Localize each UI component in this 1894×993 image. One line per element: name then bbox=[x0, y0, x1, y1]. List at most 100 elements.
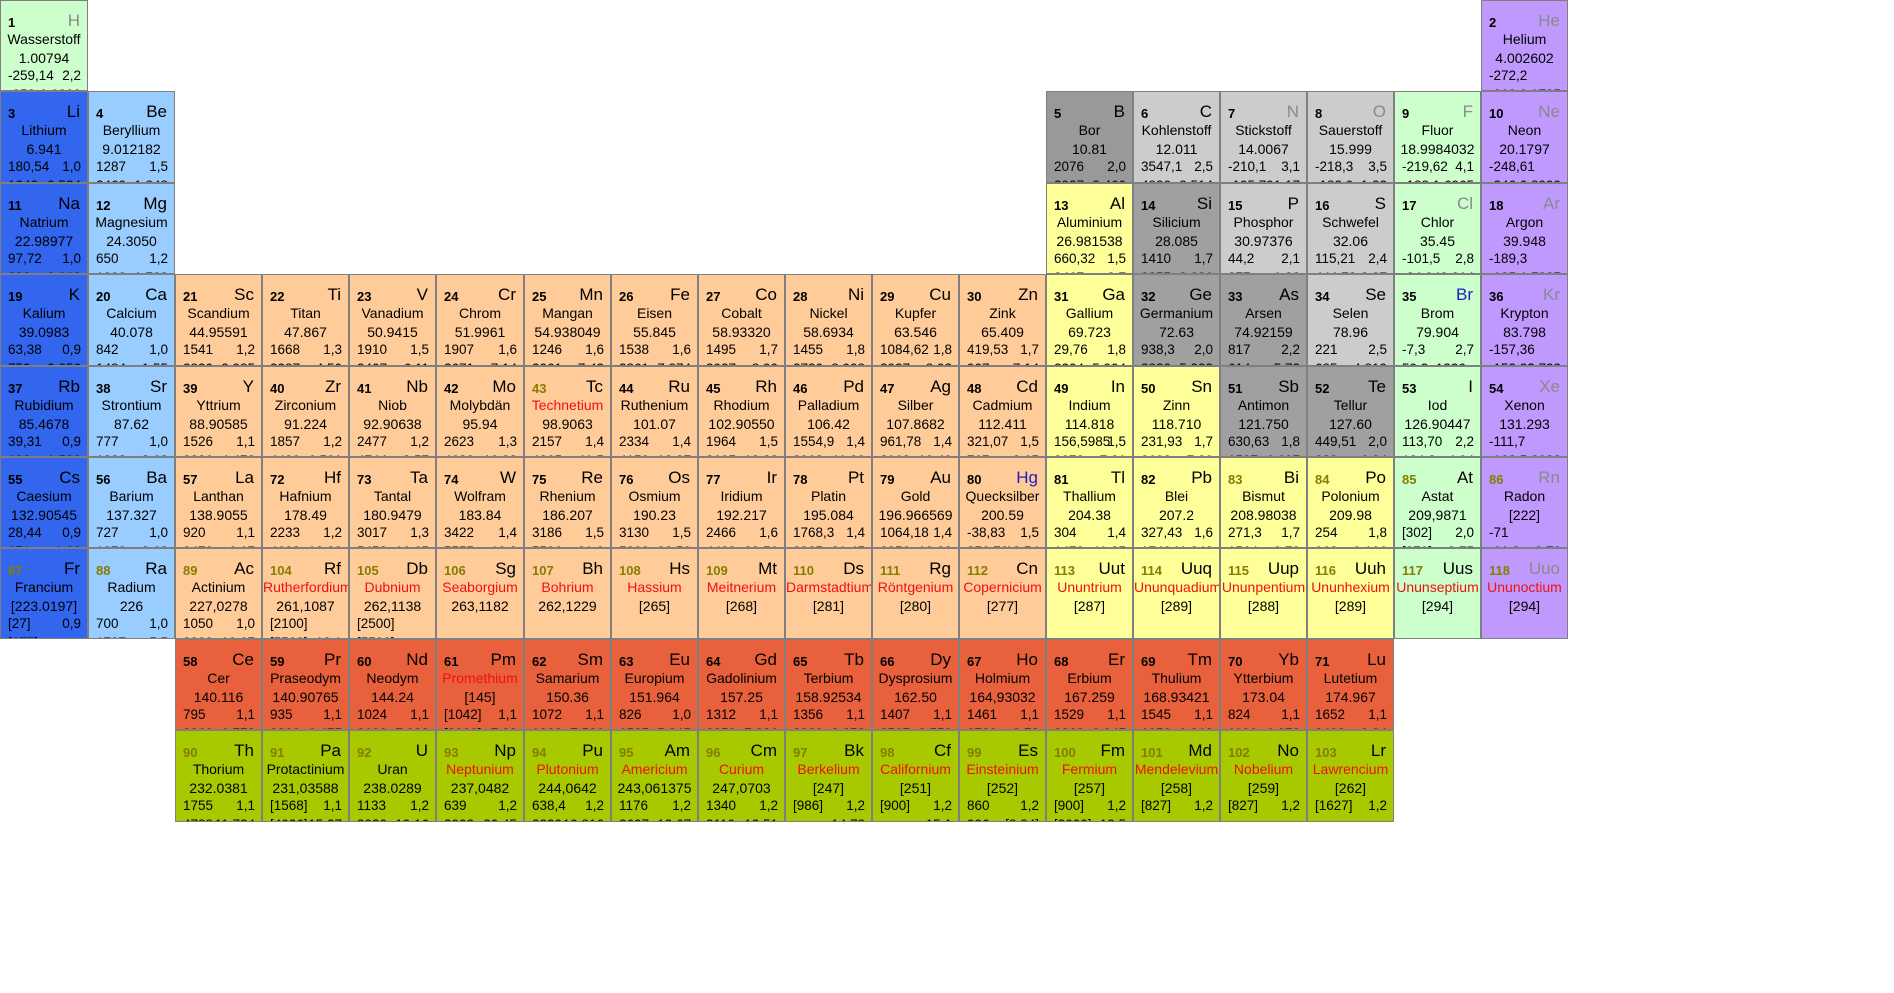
element-name: Dubnium bbox=[364, 579, 421, 595]
electronegativity: 1,1 bbox=[498, 707, 517, 722]
element-symbol: C bbox=[1199, 102, 1212, 121]
element-symbol: Bi bbox=[1283, 468, 1299, 487]
atomic-mass: 237,0482 bbox=[450, 780, 510, 796]
atomic-number: 111 bbox=[880, 563, 901, 578]
element-symbol: Zr bbox=[324, 377, 341, 396]
atomic-mass: 98.9063 bbox=[542, 416, 593, 432]
electronegativity: 1,5 bbox=[1020, 525, 1039, 540]
atomic-mass: 137.327 bbox=[106, 507, 157, 523]
electronegativity: 3,1 bbox=[1281, 159, 1300, 174]
electronegativity: 1,2 bbox=[498, 798, 517, 813]
electronegativity: 1,4 bbox=[498, 525, 517, 540]
density: 19,816 bbox=[563, 817, 604, 821]
electronegativity: 1,4 bbox=[933, 434, 952, 449]
density: 6,11 bbox=[404, 361, 429, 365]
element-name: Dysprosium bbox=[878, 670, 953, 686]
atomic-number: 19 bbox=[8, 289, 23, 304]
atomic-mass: 208.98038 bbox=[1230, 507, 1297, 523]
melting-point: [27] bbox=[8, 616, 31, 631]
density: 11,342 bbox=[1173, 544, 1213, 547]
atomic-number: 106 bbox=[444, 563, 466, 578]
atomic-mass: [223.0197] bbox=[10, 598, 78, 614]
boiling-point: 685 bbox=[1315, 361, 1338, 365]
boiling-point: 1564 bbox=[1228, 544, 1258, 547]
atomic-mass: 132.90545 bbox=[10, 507, 78, 523]
element-name: Kohlenstoff bbox=[1141, 122, 1212, 138]
element-symbol: Ga bbox=[1102, 285, 1125, 304]
melting-point: [827] bbox=[1228, 798, 1259, 813]
electronegativity: 1,5 bbox=[1020, 434, 1039, 449]
melting-point: [1627] bbox=[1315, 798, 1353, 813]
density: 5,72 bbox=[1274, 361, 1300, 365]
density: 8,78 bbox=[1013, 726, 1039, 729]
boiling-point: 4830 bbox=[1141, 178, 1171, 182]
element-symbol: Cs bbox=[59, 468, 80, 487]
melting-point: 2233 bbox=[270, 525, 301, 540]
electronegativity: 1,1 bbox=[236, 707, 255, 722]
atomic-number: 60 bbox=[357, 654, 372, 669]
boiling-point: 5458 bbox=[357, 544, 387, 547]
density: 7,874 bbox=[657, 361, 691, 365]
electronegativity: 1,5 bbox=[1107, 434, 1126, 449]
density: 6,475 bbox=[308, 726, 342, 729]
element-symbol: Nb bbox=[406, 377, 428, 396]
density: 9,73 bbox=[1535, 544, 1561, 547]
density: 0,0899 bbox=[40, 87, 81, 90]
electronegativity: 1,2 bbox=[410, 434, 429, 449]
electronegativity: 1,2 bbox=[1194, 798, 1213, 813]
element-symbol: Tm bbox=[1187, 650, 1212, 669]
density: 10,07 bbox=[221, 635, 255, 638]
element-symbol: Ge bbox=[1189, 285, 1212, 304]
element-symbol: Cu bbox=[929, 285, 951, 304]
melting-point: -189,3 bbox=[1489, 251, 1528, 266]
atomic-number: 99 bbox=[967, 745, 982, 760]
element-symbol: Br bbox=[1456, 285, 1473, 304]
element-name: Silber bbox=[897, 397, 934, 413]
electronegativity: 1,1 bbox=[933, 707, 952, 722]
element-name: Thorium bbox=[192, 761, 245, 777]
boiling-point: 3250 bbox=[706, 726, 736, 729]
element-symbol: Si bbox=[1196, 194, 1212, 213]
density: 0,968 bbox=[47, 270, 81, 273]
melting-point: 1495 bbox=[706, 342, 737, 357]
element-name: Samarium bbox=[535, 670, 600, 686]
element-symbol: Bk bbox=[844, 741, 864, 760]
element-name: Röntgenium bbox=[877, 579, 954, 595]
element-name: Polonium bbox=[1321, 488, 1380, 504]
density: 8,559 bbox=[918, 726, 952, 729]
electronegativity: 1,6 bbox=[672, 342, 691, 357]
melting-point: 795 bbox=[183, 707, 206, 722]
element-name: Ununoctium bbox=[1487, 579, 1562, 595]
atomic-mass: 231,03588 bbox=[272, 780, 339, 796]
element-name: Tellur bbox=[1333, 397, 1368, 413]
element-cell-i: 53 I Iod 126.90447 113,70 2,2 184,3 4,94 bbox=[1394, 366, 1481, 457]
melting-point: 842 bbox=[96, 342, 119, 357]
element-name: Platin bbox=[810, 488, 847, 504]
boiling-point: 444,72 bbox=[1315, 270, 1356, 273]
boiling-point: 2469 bbox=[96, 178, 126, 182]
element-name: Neon bbox=[1507, 122, 1542, 138]
density: 16,65 bbox=[395, 544, 429, 547]
atomic-mass: 209,9871 bbox=[1408, 507, 1467, 523]
electronegativity: 1,1 bbox=[236, 525, 255, 540]
density: 9,196 bbox=[1353, 544, 1387, 547]
atomic-mass: [287] bbox=[1073, 598, 1106, 614]
atomic-number: 2 bbox=[1489, 15, 1497, 30]
atomic-mass: 69.723 bbox=[1068, 324, 1111, 340]
electronegativity: 1,2 bbox=[323, 434, 342, 449]
electronegativity: 1,1 bbox=[759, 707, 778, 722]
atomic-number: 78 bbox=[793, 472, 808, 487]
element-name: Nickel bbox=[809, 305, 848, 321]
electronegativity: 1,0 bbox=[149, 616, 168, 631]
boiling-point: 1090 bbox=[96, 270, 126, 273]
element-name: Holmium bbox=[974, 670, 1031, 686]
